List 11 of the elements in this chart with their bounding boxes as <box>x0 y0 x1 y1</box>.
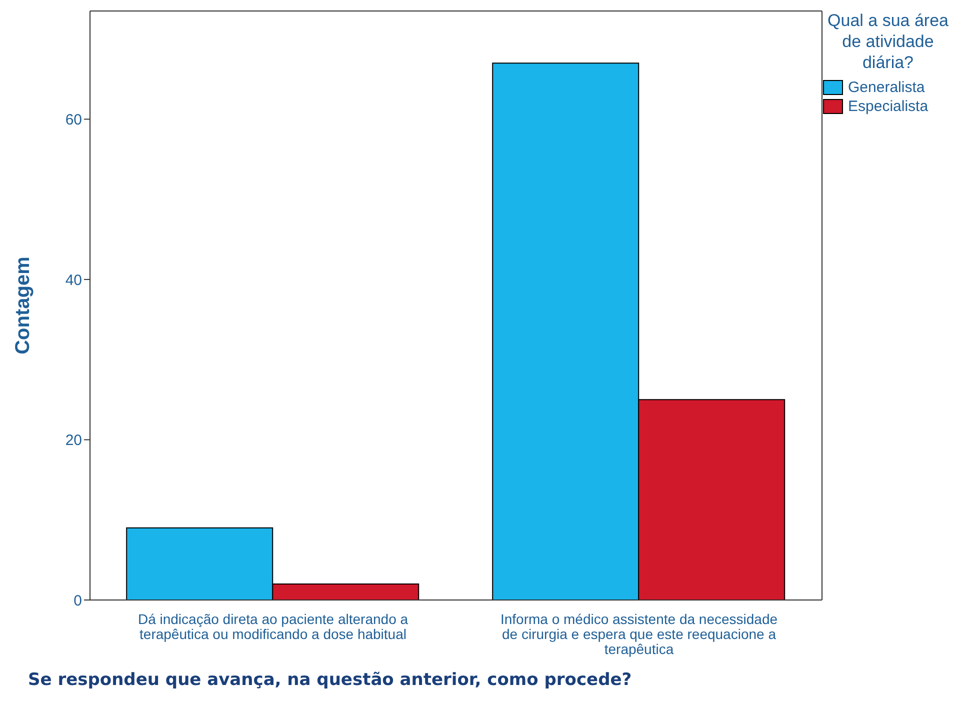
y-tick-label: 40 <box>65 272 82 289</box>
y-tick-label: 0 <box>74 592 82 610</box>
y-tick-label: 60 <box>65 112 82 129</box>
x-tick-label: Informa o médico assistente da necessidade de cirurgia e espera que este reequacione a terapêutica <box>500 611 778 657</box>
y-tick-label: 20 <box>65 432 82 450</box>
legend-title: Qual a sua área de atividade diária? <box>826 10 950 73</box>
legend-label: Generalista <box>848 79 925 96</box>
x-tick-label: Dá indicação direta ao paciente alterando a terapêutica ou modificando a dose habitual <box>138 611 408 642</box>
legend-label: Especialista <box>848 98 928 115</box>
y-axis-title: Contagem <box>12 256 34 354</box>
x-axis-title: Se respondeu que avança, na questão anterior, como procede? <box>28 670 633 690</box>
